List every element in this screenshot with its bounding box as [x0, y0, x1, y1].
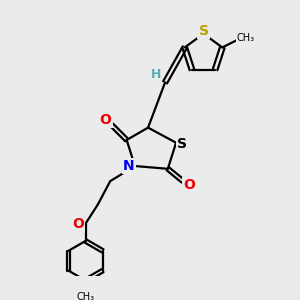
Text: O: O — [72, 217, 84, 231]
Text: O: O — [183, 178, 195, 192]
Text: O: O — [100, 113, 112, 127]
Text: S: S — [177, 137, 187, 151]
Text: CH₃: CH₃ — [237, 33, 255, 43]
Text: H: H — [151, 68, 161, 81]
Text: N: N — [123, 159, 135, 173]
Text: CH₃: CH₃ — [76, 292, 94, 300]
Text: S: S — [199, 24, 208, 38]
